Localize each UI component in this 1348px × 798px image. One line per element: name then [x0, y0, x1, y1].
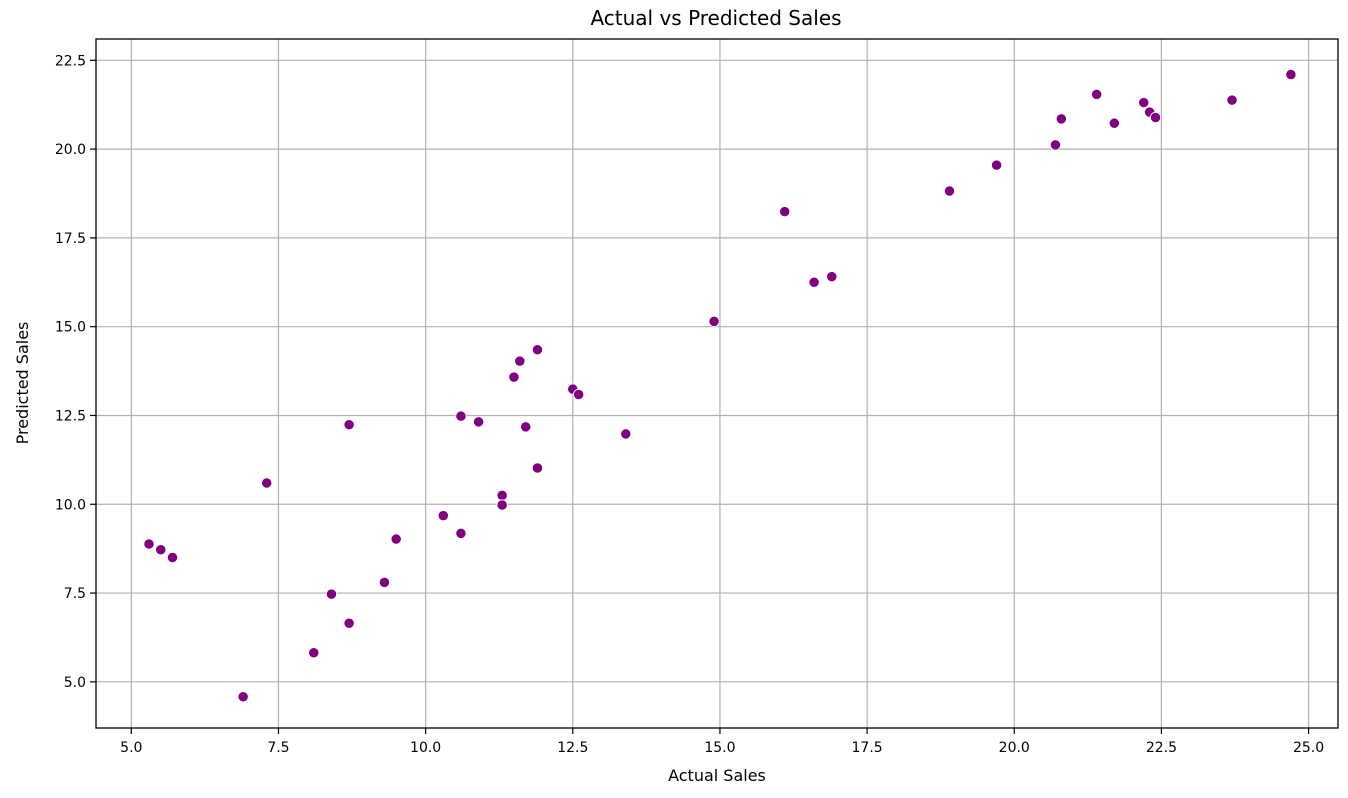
data-point [943, 185, 956, 197]
data-point [343, 617, 355, 629]
chart-title: Actual vs Predicted Sales [590, 6, 841, 30]
data-point [325, 588, 338, 600]
data-point [261, 477, 273, 489]
data-point [1091, 88, 1103, 101]
y-tick-label: 5.0 [64, 675, 86, 691]
data-point [143, 538, 155, 550]
y-tick-label: 22.5 [55, 53, 86, 69]
data-point [1285, 68, 1297, 81]
x-tick-label: 20.0 [999, 740, 1030, 756]
data-point [573, 388, 585, 401]
data-point [1055, 113, 1067, 125]
data-points [143, 68, 1297, 703]
x-tick-label: 25.0 [1293, 740, 1324, 756]
grid [96, 39, 1338, 728]
data-point [496, 499, 508, 511]
data-point [508, 371, 520, 383]
x-tick-label: 10.0 [410, 740, 441, 756]
y-tick-label: 20.0 [55, 142, 86, 158]
data-point [472, 416, 485, 428]
y-tick-label: 17.5 [55, 231, 86, 247]
x-axis-label: Actual Sales [668, 766, 766, 785]
data-point [531, 462, 544, 474]
data-point [308, 647, 320, 659]
x-tick-label: 22.5 [1146, 740, 1177, 756]
data-point [514, 355, 526, 367]
y-tick-label: 15.0 [55, 320, 86, 336]
data-point [1226, 94, 1238, 106]
x-tick-label: 17.5 [852, 740, 883, 756]
y-tick-label: 10.0 [55, 497, 86, 513]
data-point [155, 544, 167, 556]
x-tick-label: 15.0 [704, 740, 735, 756]
data-point [1049, 139, 1062, 151]
data-point [1108, 117, 1120, 129]
x-tick-label: 12.5 [557, 740, 588, 756]
data-point [496, 489, 508, 502]
data-point [437, 509, 449, 522]
y-tick-label: 12.5 [55, 408, 86, 424]
data-point [808, 276, 820, 288]
y-tick-label: 7.5 [64, 586, 86, 602]
data-point [990, 159, 1003, 171]
data-point [779, 205, 791, 218]
data-point [531, 344, 544, 356]
data-point [620, 428, 632, 440]
data-point [343, 419, 355, 431]
data-point [166, 551, 179, 564]
data-point [455, 527, 467, 540]
data-point [390, 533, 402, 545]
y-axis-label: Predicted Sales [13, 322, 32, 445]
data-point [1149, 111, 1162, 124]
axis-ticks: 5.0 7.5 10.0 12.5 15.0 17.5 20.0 22.5 25.0 5.0 7.5… [55, 53, 1324, 756]
data-point [378, 576, 391, 589]
data-point [455, 410, 467, 422]
x-tick-label: 5.0 [120, 740, 142, 756]
data-point [1138, 96, 1150, 109]
data-point [237, 691, 249, 703]
x-tick-label: 7.5 [267, 740, 289, 756]
data-point [826, 270, 838, 283]
data-point [520, 421, 532, 433]
data-point [708, 315, 720, 327]
plot-area-frame [95, 38, 1339, 729]
